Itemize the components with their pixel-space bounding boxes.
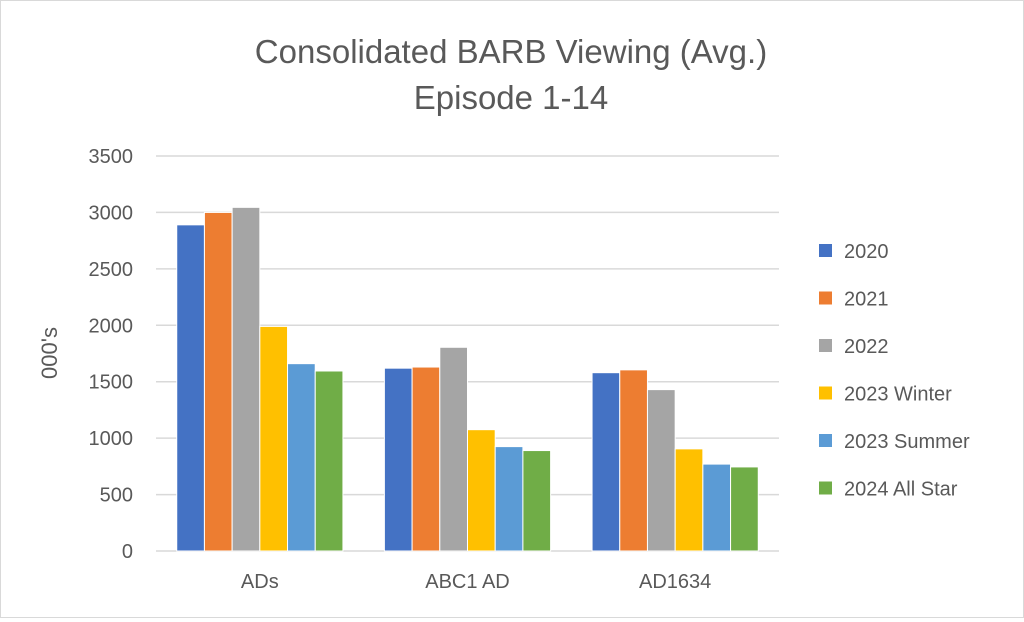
legend-item: 2023 Winter (819, 384, 952, 406)
bar-2023-summer (494, 446, 524, 552)
y-tick-label: 3500 (89, 146, 134, 168)
bar-2024-all-star (730, 466, 759, 552)
y-tick-label: 500 (100, 485, 133, 507)
legend-label: 2021 (844, 289, 889, 311)
x-tick-label: AD1634 (639, 571, 711, 593)
legend-item: 2020 (819, 241, 889, 263)
x-tick-label: ABC1 AD (425, 571, 509, 593)
legend-swatch (819, 291, 832, 305)
bar-2021 (203, 211, 233, 552)
bar-2023-winter (259, 325, 289, 552)
bar-2020 (591, 372, 621, 552)
y-tick-label: 0 (122, 541, 133, 563)
bar-2023-winter (467, 429, 496, 552)
legend-swatch (819, 339, 832, 352)
legend-label: 2023 Winter (844, 384, 952, 406)
bar-2024-all-star (314, 370, 344, 552)
y-tick-label: 1500 (89, 372, 134, 394)
y-tick-label: 3000 (89, 202, 134, 224)
y-tick-label: 2000 (89, 315, 134, 337)
legend-item: 2022 (819, 336, 889, 358)
legend-label: 2023 Summer (844, 431, 970, 453)
bar-2023-summer (287, 363, 316, 552)
bar-2023-winter (674, 448, 704, 552)
y-tick-label: 2500 (89, 259, 134, 281)
bar-2020 (176, 224, 205, 552)
legend-swatch (819, 244, 832, 257)
bar-2020 (383, 367, 413, 552)
x-tick-label: ADs (241, 571, 279, 593)
bar-2021 (619, 369, 648, 552)
bar-2024-all-star (522, 450, 552, 552)
chart-subtitle: Episode 1-14 (414, 79, 608, 116)
y-axis-label: 000's (37, 327, 62, 379)
y-tick-label: 1000 (89, 428, 134, 450)
legend-swatch (819, 386, 832, 400)
legend-label: 2024 All Star (844, 479, 958, 501)
bar-2021 (411, 366, 441, 552)
bar-2023-summer (702, 463, 732, 552)
legend-item: 2021 (819, 289, 889, 311)
legend-label: 2022 (844, 336, 889, 358)
legend-item: 2024 All Star (819, 479, 958, 501)
legend-swatch (819, 481, 832, 495)
legend-label: 2020 (844, 241, 889, 263)
chart-title: Consolidated BARB Viewing (Avg.) (255, 33, 767, 70)
legend-swatch (819, 434, 832, 447)
bar-2022 (439, 346, 468, 552)
bar-2022 (646, 389, 676, 552)
legend-item: 2023 Summer (819, 431, 970, 453)
bar-2022 (231, 206, 261, 552)
